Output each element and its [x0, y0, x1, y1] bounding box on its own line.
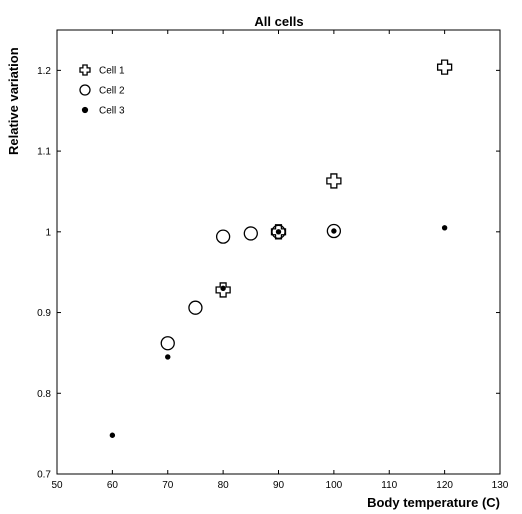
point-circle	[326, 223, 342, 239]
y-tick-labels: 0.7 0.8 0.9 1 1.1 1.2	[37, 66, 51, 481]
point-circle	[215, 229, 231, 244]
legend-item-1: Cell 1	[79, 64, 125, 77]
point-plus	[436, 59, 453, 75]
x-tick-label: 130	[492, 480, 509, 491]
point-dot	[441, 225, 448, 231]
legend: Cell 1 Cell 2 Cell 3	[79, 64, 125, 117]
point-circle	[188, 300, 203, 315]
x-axis-label: Body temperature (C)	[367, 495, 500, 510]
point-dot	[331, 228, 337, 234]
x-tick-label: 90	[273, 480, 285, 491]
data-points	[109, 59, 453, 438]
x-tick-label: 70	[162, 480, 174, 491]
point-dot	[109, 432, 116, 438]
legend-marker-plus	[79, 64, 91, 76]
y-tick-label: 0.7	[37, 470, 51, 481]
series-1	[215, 59, 453, 298]
x-tick-label: 60	[107, 480, 119, 491]
legend-marker-circle	[79, 84, 91, 96]
x-tick-label: 80	[218, 480, 230, 491]
x-tick-labels: 50 60 70 80 90 100 110 120 130	[51, 480, 508, 491]
legend-label: Cell 2	[99, 86, 125, 97]
point-dot	[275, 229, 282, 235]
plot-area-frame	[56, 29, 501, 475]
legend-item-3: Cell 3	[81, 106, 125, 117]
chart-title: All cells	[254, 14, 303, 29]
legend-marker-dot	[81, 106, 89, 114]
axis-ticks	[56, 30, 501, 475]
y-tick-label: 0.8	[37, 389, 51, 400]
y-axis-label: Relative variation	[6, 47, 21, 155]
y-tick-label: 1.2	[37, 66, 51, 77]
x-tick-label: 120	[436, 480, 453, 491]
x-tick-label: 100	[326, 480, 343, 491]
y-tick-label: 1	[45, 227, 51, 238]
point-circle	[243, 226, 258, 241]
point-circle	[160, 336, 175, 351]
point-dot	[165, 354, 171, 360]
y-tick-label: 1.1	[37, 147, 51, 158]
point-dot	[220, 285, 226, 292]
series-3	[109, 225, 448, 438]
legend-label: Cell 3	[99, 106, 125, 117]
x-tick-label: 110	[381, 480, 397, 491]
x-tick-label: 50	[51, 480, 63, 491]
series-2	[160, 223, 342, 351]
legend-item-2: Cell 2	[79, 84, 125, 97]
legend-label: Cell 1	[99, 66, 125, 77]
point-circle	[271, 224, 286, 239]
point-plus	[326, 173, 342, 189]
y-tick-label: 0.9	[37, 308, 51, 319]
